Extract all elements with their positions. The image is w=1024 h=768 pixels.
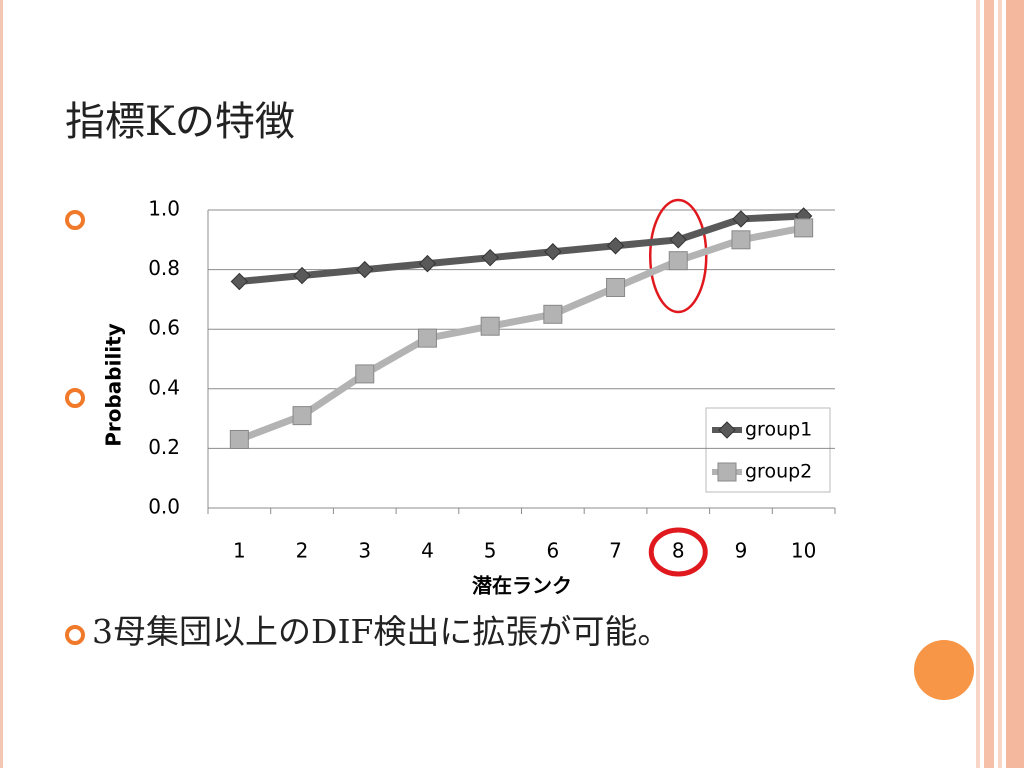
data-point: [544, 243, 562, 261]
data-point: [481, 248, 499, 267]
data-point: [794, 218, 814, 238]
x-tick-label: 5: [484, 539, 497, 563]
stripe: [976, 0, 980, 768]
data-point: [293, 266, 311, 285]
stripe: [998, 0, 1002, 768]
x-tick-label: 9: [735, 539, 748, 563]
highlight-ellipse: [649, 198, 708, 314]
data-point: [230, 272, 249, 291]
bullet: [65, 210, 85, 230]
y-tick-label: 0.2: [148, 435, 180, 459]
bullet-text: 3母集団以上のDIF検出に拡張が可能。: [92, 612, 670, 651]
legend-marker: [717, 462, 737, 482]
data-point: [418, 254, 437, 273]
stripe: [1006, 0, 1024, 768]
x-tick-label: 4: [421, 539, 434, 563]
x-tick-label: 8: [672, 539, 685, 563]
y-tick-label: 0.4: [148, 375, 180, 399]
x-tick-label: 6: [546, 539, 559, 563]
decor-circle: [914, 640, 974, 700]
data-point: [606, 237, 625, 255]
y-axis-label: Probability: [102, 323, 126, 447]
data-point: [355, 364, 375, 384]
slide-title: 指標Kの特徴: [65, 99, 295, 145]
x-tick-label: 7: [609, 539, 622, 563]
bullet: [65, 625, 85, 645]
legend-label: group1: [745, 419, 812, 441]
highlight-circle: [648, 527, 708, 577]
data-point: [731, 230, 751, 250]
data-point: [417, 328, 437, 348]
left-border: [0, 0, 3, 768]
data-point: [229, 429, 249, 449]
bullet: [65, 388, 85, 408]
data-point: [356, 260, 374, 279]
x-tick-label: 1: [233, 539, 246, 563]
series-line: [239, 212, 804, 286]
y-tick-label: 1.0: [148, 197, 180, 221]
y-tick-label: 0.0: [148, 495, 180, 519]
legend-marker: [718, 421, 736, 439]
y-tick-label: 0.6: [148, 316, 180, 340]
data-point: [543, 304, 563, 324]
data-point: [669, 231, 687, 249]
x-tick-label: 3: [358, 539, 371, 563]
data-point: [292, 406, 312, 426]
data-point: [732, 210, 750, 228]
x-axis-label: 潜在ランク: [472, 574, 572, 598]
data-point: [480, 316, 500, 336]
y-tick-label: 0.8: [148, 256, 180, 280]
x-tick-label: 2: [296, 539, 309, 563]
series-line: [238, 224, 805, 443]
legend-label: group2: [745, 461, 812, 483]
x-tick-label: 10: [791, 539, 816, 563]
data-point: [606, 277, 626, 297]
data-point: [668, 251, 688, 271]
stripe: [984, 0, 994, 768]
